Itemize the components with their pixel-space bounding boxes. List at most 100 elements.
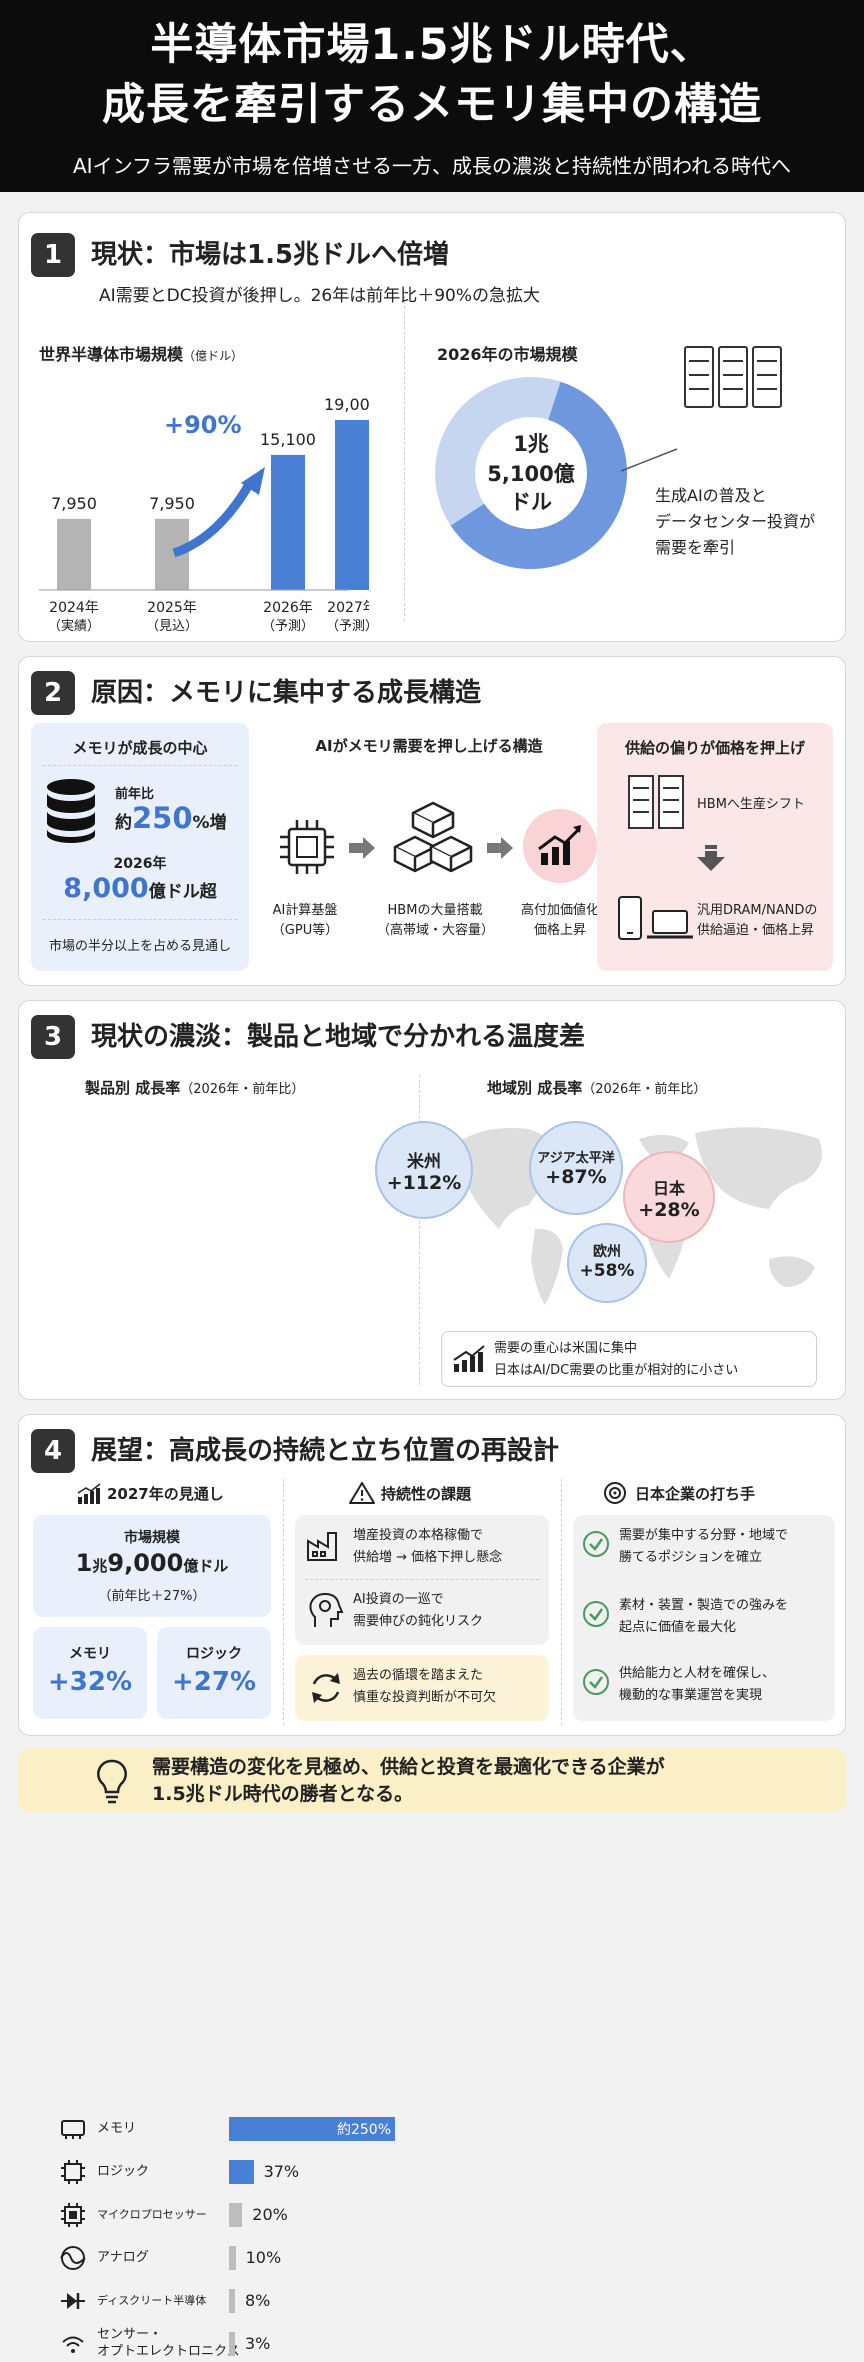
section-1-number: 1	[31, 233, 75, 277]
donut-label-2: 5,100億	[487, 462, 574, 486]
bar-note-label-2: （予測）	[262, 619, 314, 633]
bar-year-label-3: 2027年	[327, 600, 369, 616]
product-name: センサー・ オプトエレクトロニクス	[97, 2327, 240, 2359]
product-name: マイクロプロセッサー	[97, 2208, 207, 2221]
ai-head-icon	[309, 1592, 344, 1627]
region-asia-pacific: アジア太平洋 +87%	[529, 1121, 623, 1215]
section-2-number: 2	[31, 671, 75, 715]
memory-center-panel: メモリが成長の中心 前年比 約250%増 2026年 8,000億ドル超 市場の…	[31, 723, 249, 971]
bar-value-label-0: 7,950	[51, 494, 97, 513]
divider	[404, 291, 405, 621]
bar-year-label-2: 2026年	[263, 600, 313, 616]
section-2-title: 原因：メモリに集中する成長構造	[91, 678, 482, 708]
section-4-title: 展望：高成長の持続と立ち位置の再設計	[91, 1436, 560, 1466]
donut-label-3: ドル	[510, 490, 552, 514]
check-icon	[583, 1601, 609, 1627]
product-value: 約250%	[336, 2122, 391, 2138]
action-title: 日本企業の打ち手	[635, 1485, 756, 1503]
server-icon	[628, 775, 684, 829]
diode-icon	[61, 2293, 85, 2309]
sensor-icon	[62, 2336, 84, 2353]
region-americas: 米州 +112%	[375, 1121, 473, 1219]
bar-value-label-3: 19,000	[324, 395, 369, 414]
memory-outlook-panel: メモリ +32%	[33, 1627, 147, 1719]
size-value: 8,000億ドル超	[63, 873, 217, 904]
section-4-card: 4 展望：高成長の持続と立ち位置の再設計 2027年の見通し 市場規模 1兆9,…	[18, 1414, 846, 1736]
server-rack-icon	[684, 346, 782, 408]
donut-note: 生成AIの普及と データセンター投資が 需要を牽引	[655, 486, 816, 557]
product-row: ディスクリート半導体 8%	[55, 2283, 425, 2319]
check-icon	[583, 1669, 609, 1695]
check-icon	[583, 1531, 609, 1557]
divider	[419, 1075, 420, 1385]
market-outlook-panel: 市場規模 1兆9,000億ドル （前年比＋27%）	[33, 1515, 271, 1617]
footer-banner: 需要構造の変化を見極め、供給と投資を最適化できる企業が 1.5兆ドル時代の勝者と…	[18, 1748, 846, 1812]
section-2-card: 2 原因：メモリに集中する成長構造 メモリが成長の中心 前年比 約250%増 2…	[18, 656, 846, 986]
bar-note-label-1: （見込）	[146, 619, 198, 633]
section-1-subtitle: AI需要とDC投資が後押し。26年は前年比＋90%の急拡大	[99, 286, 541, 306]
lightbulb-icon	[97, 1759, 127, 1804]
flow-step-1: AI計算基盤 （GPU等）	[271, 903, 339, 938]
cycle-icon	[312, 1673, 340, 1703]
sustainability-title: 持続性の課題	[381, 1485, 472, 1503]
section-3-number: 3	[31, 1015, 75, 1059]
microprocessor-icon	[61, 2203, 85, 2227]
bar-value-label-1: 7,950	[149, 494, 195, 513]
region-note: 需要の重心は米国に集中 日本はAI/DC需要の比重が相対的に小さい	[441, 1331, 817, 1387]
section-3-title: 現状の濃淡：製品と地域で分かれる温度差	[91, 1022, 586, 1052]
supply-title: 供給の偏りが価格を押上げ	[624, 739, 805, 757]
market-value: 1兆9,000億ドル	[75, 1549, 229, 1577]
region-europe: 欧州 +58%	[567, 1223, 647, 1303]
issue-1: 増産投資の本格稼働で 供給増 → 価格下押し懸念	[353, 1528, 503, 1565]
product-value: 10%	[245, 2248, 282, 2267]
product-row: ロジック 37%	[55, 2154, 425, 2190]
product-name: ディスクリート半導体	[97, 2294, 207, 2307]
database-icon	[47, 779, 95, 843]
region-japan: 日本 +28%	[623, 1151, 715, 1243]
bar-0	[57, 518, 91, 590]
product-name: メモリ	[97, 2121, 137, 2136]
logic-outlook-panel: ロジック +27%	[157, 1627, 271, 1719]
market-label: 市場規模	[124, 1530, 180, 1546]
flow-step-2: HBMの大量搭載 （高帯域・大容量）	[377, 903, 495, 938]
product-value: 3%	[245, 2334, 271, 2353]
bar-note-label-3: （予測）	[326, 619, 369, 633]
product-bar	[229, 2203, 243, 2227]
bar-chart: 7,950 2024年 （実績） 7,950 2025年 （見込） 15,100 2026年 （…	[39, 395, 369, 633]
donut-ring-dark	[435, 376, 627, 569]
section-4-number: 4	[31, 1429, 75, 1473]
product-row: マイクロプロセッサー 20%	[55, 2197, 425, 2233]
bar-year-label-1: 2025年	[147, 600, 197, 616]
product-value: 8%	[245, 2291, 271, 2310]
factory-icon	[307, 1532, 337, 1561]
product-value: 37%	[263, 2162, 300, 2181]
logic-chip-icon	[61, 2160, 85, 2184]
arrow-right-icon	[487, 837, 513, 859]
flow-title: AIがメモリ需要を押し上げる構造	[315, 737, 543, 755]
devices-icon	[618, 896, 693, 940]
bar-value-label-2: 15,100	[260, 430, 316, 449]
issue-3-panel: 過去の循環を踏まえた 慎重な投資判断が不可欠	[295, 1655, 549, 1721]
bar-year-label-0: 2024年	[49, 600, 99, 616]
bar-note-label-0: （実績）	[48, 618, 100, 633]
memory-center-note: 市場の半分以上を占める見通し	[48, 939, 231, 954]
memory-center-title: メモリが成長の中心	[72, 739, 208, 757]
footer-line-2: 1.5兆ドル時代の勝者となる。	[152, 1783, 414, 1805]
value-up-icon	[523, 809, 597, 883]
pointer-line	[620, 448, 678, 472]
donut-label-1: 1兆	[513, 432, 549, 456]
actions-panel: 需要が集中する分野・地域で 勝てるポジションを確立 素材・装置・製造での強みを 起点…	[573, 1515, 835, 1721]
target-icon	[604, 1482, 626, 1504]
product-row: センサー・ オプトエレクトロニクス 3%	[55, 2326, 425, 2362]
section-1-title: 現状：市場は1.5兆ドルへ倍増	[91, 240, 450, 270]
flow-step-3: 高付加価値化 価格上昇	[520, 903, 599, 938]
product-row: メモリ 約250%	[55, 2111, 425, 2147]
action-2: 素材・装置・製造での強みを 起点に価値を最大化	[619, 1598, 789, 1635]
chip-icon	[280, 820, 334, 874]
issue-2: AI投資の一巡で 需要伸びの鈍化リスク	[353, 1592, 484, 1629]
bar-1	[155, 518, 189, 590]
warning-icon	[349, 1482, 375, 1504]
bar-chart-title: 世界半導体市場規模（億ドル）	[39, 345, 244, 364]
bar-2	[271, 454, 305, 590]
supply-item-1: HBMへ生産シフト	[697, 797, 805, 812]
